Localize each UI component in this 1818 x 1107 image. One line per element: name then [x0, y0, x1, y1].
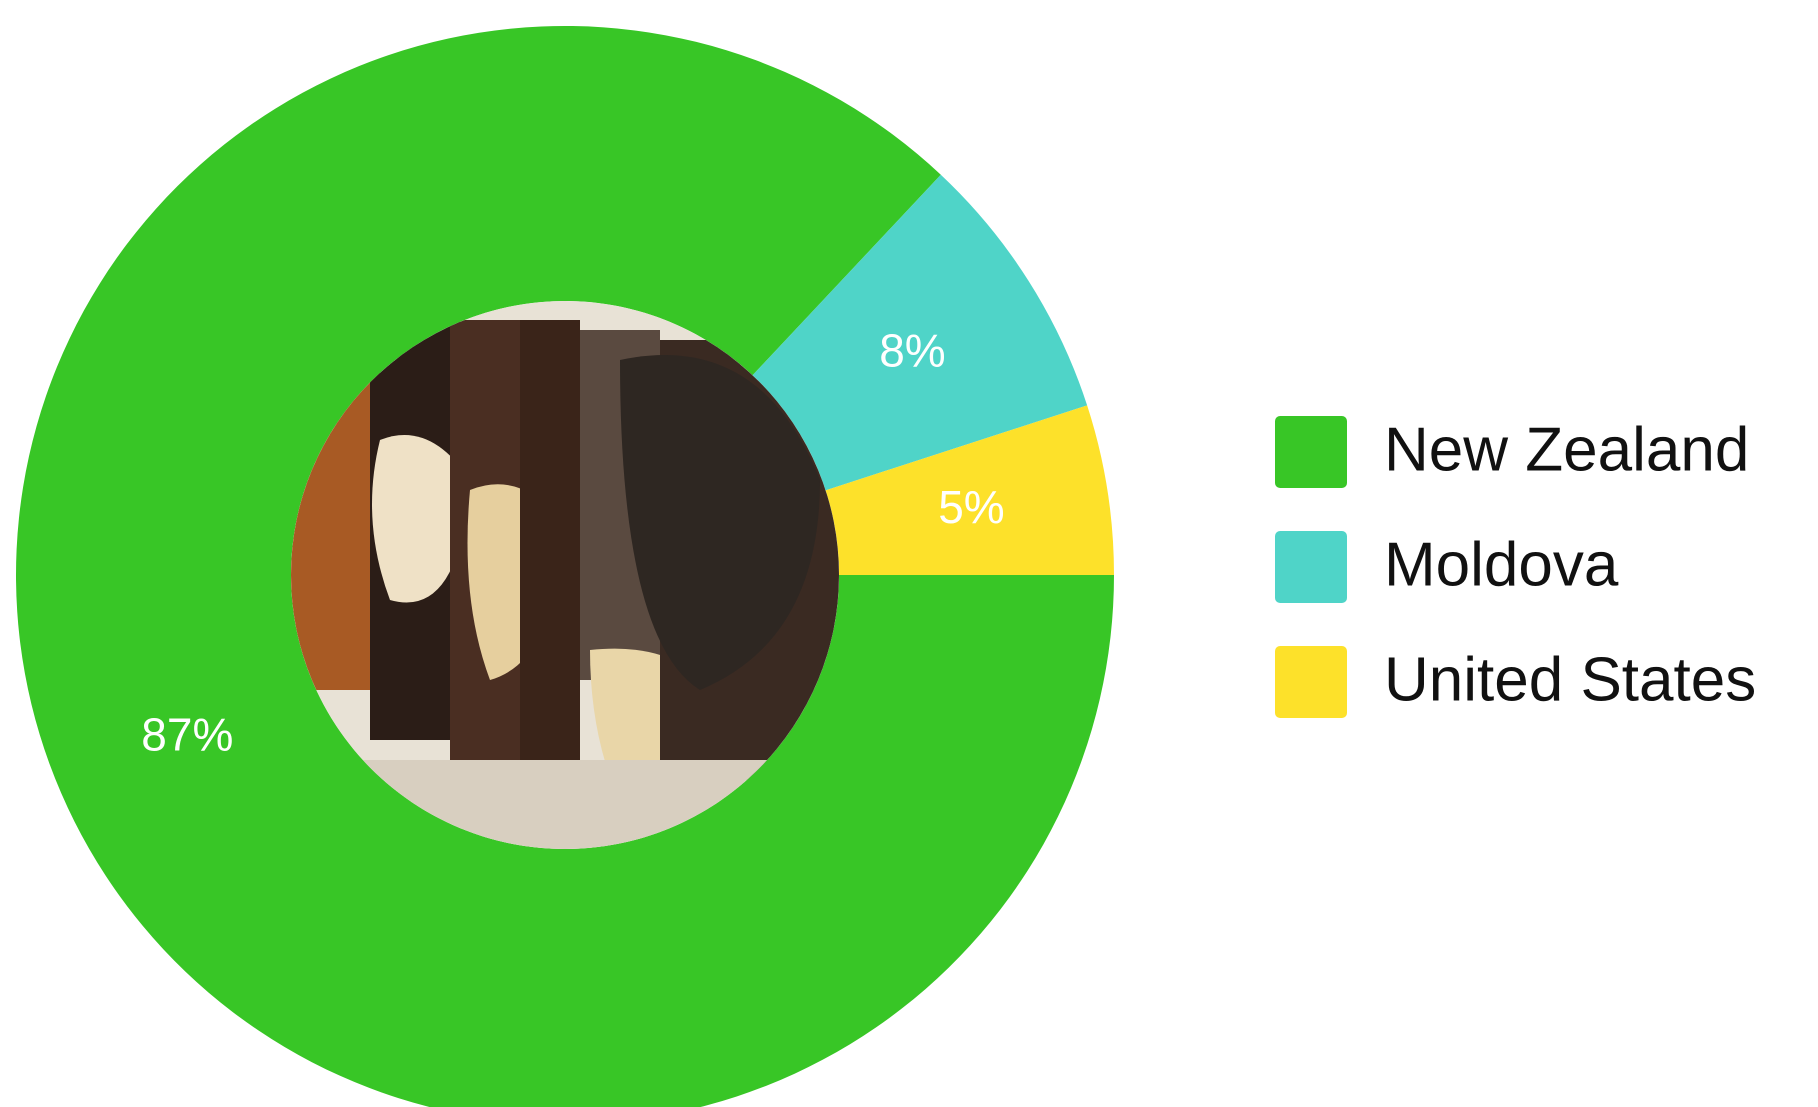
- legend-label: United States: [1384, 645, 1756, 714]
- value-label: 8%: [879, 325, 945, 377]
- slice: [16, 26, 1114, 1107]
- legend-swatch: [1275, 531, 1347, 603]
- value-label: 87%: [141, 709, 233, 761]
- slice: [752, 174, 1088, 491]
- value-label: 5%: [938, 481, 1004, 533]
- legend-swatch: [1275, 646, 1347, 718]
- legend-label: New Zealand: [1384, 415, 1749, 484]
- value-labels: 87% 8% 5%: [141, 325, 1004, 761]
- slices: [16, 26, 1114, 1107]
- slice: [825, 405, 1114, 575]
- legend-swatch: [1275, 416, 1347, 488]
- legend-label: Moldova: [1384, 530, 1619, 599]
- legend: New Zealand Moldova United States: [1275, 415, 1756, 718]
